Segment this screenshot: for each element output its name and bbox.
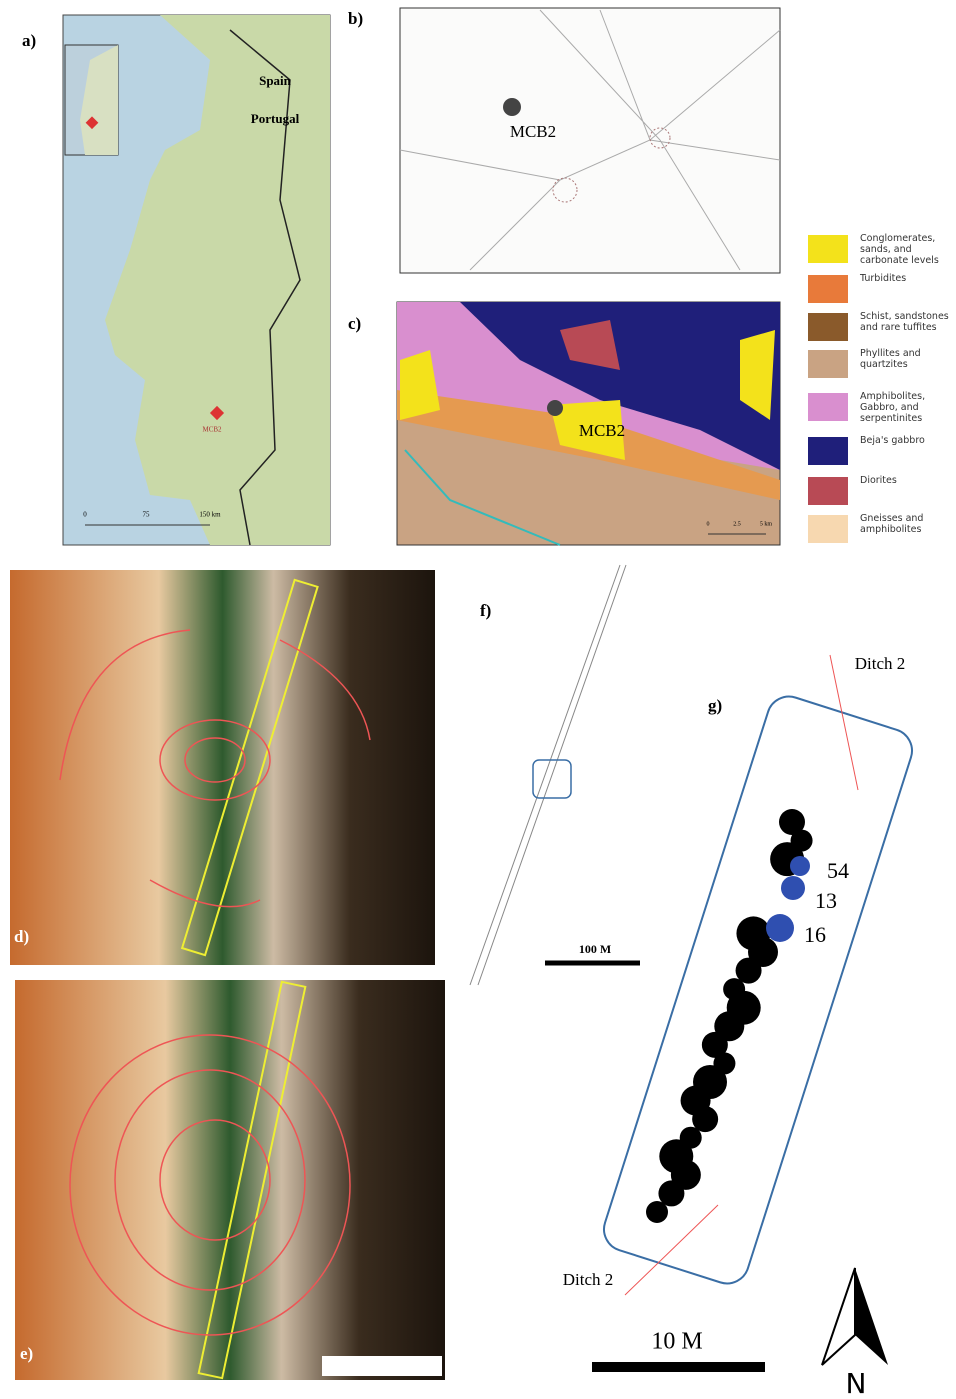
north-arrow [822,1268,855,1365]
scale-box [322,1356,442,1376]
panel-label: g) [708,696,722,715]
legend-swatch [808,437,848,465]
site-label: MCB2 [579,421,625,440]
ditch-label: Ditch 2 [563,1270,614,1289]
panel-label: e) [20,1344,33,1363]
ditch [830,655,858,790]
feature-label: 13 [815,888,837,913]
legend-swatch [808,477,848,505]
panel-label: a) [22,31,36,50]
image-e [15,980,445,1380]
legend-swatch [808,275,848,303]
map-label: MCB2 [202,426,222,434]
legend-swatch [808,235,848,263]
legend-swatch [808,515,848,543]
scale-label: 0 [83,511,87,519]
scale-label: 2.5 [733,521,741,527]
site-label: MCB2 [510,122,556,141]
scale-label: 10 M [651,1329,702,1355]
legend-label: Beja's gabbro [860,435,956,446]
feature [781,876,805,900]
legend-label: Turbidites [860,273,956,284]
feature-label: 16 [804,922,826,947]
feature-label: 54 [827,858,849,883]
legend-label: Gneisses and amphibolites [860,513,956,535]
north-label: N [846,1367,867,1399]
trench [470,565,626,985]
map-label: Spain [259,73,292,88]
feature [736,916,770,950]
figure-svg: Spain Portugal MCB2 0 75 150 km MCB2 MCB… [0,0,956,1399]
trench-outline [598,691,917,1289]
feature [779,809,805,835]
panel-label: d) [14,927,29,946]
panel-label: b) [348,9,363,28]
legend-label: Conglomerates, sands, and carbonate leve… [860,233,956,266]
feature [790,856,810,876]
panel-label: c) [348,314,361,333]
map-b [400,8,780,273]
north-arrow [855,1268,888,1365]
scale-label: 75 [143,511,151,519]
map-label: Portugal [251,111,300,126]
legend-label: Phyllites and quartzites [860,348,956,370]
site-marker [547,400,563,416]
legend-swatch [808,350,848,378]
site-marker [503,98,521,116]
ditch-label: Ditch 2 [855,654,906,673]
figure: Spain Portugal MCB2 0 75 150 km MCB2 MCB… [0,0,956,1399]
legend-swatch [808,313,848,341]
scale-label: 5 km [760,521,773,527]
scale-label: 150 km [199,511,221,519]
panel-label: f) [480,601,491,620]
ditch [625,1205,718,1295]
scale-label: 100 M [579,942,611,956]
feature [766,914,794,942]
legend-label: Schist, sandstones and rare tuffites [860,311,956,333]
scale-label: 0 [707,521,710,527]
legend-swatch [808,393,848,421]
legend-label: Amphibolites, Gabbro, and serpentinites [860,391,956,424]
legend-label: Diorites [860,475,956,486]
